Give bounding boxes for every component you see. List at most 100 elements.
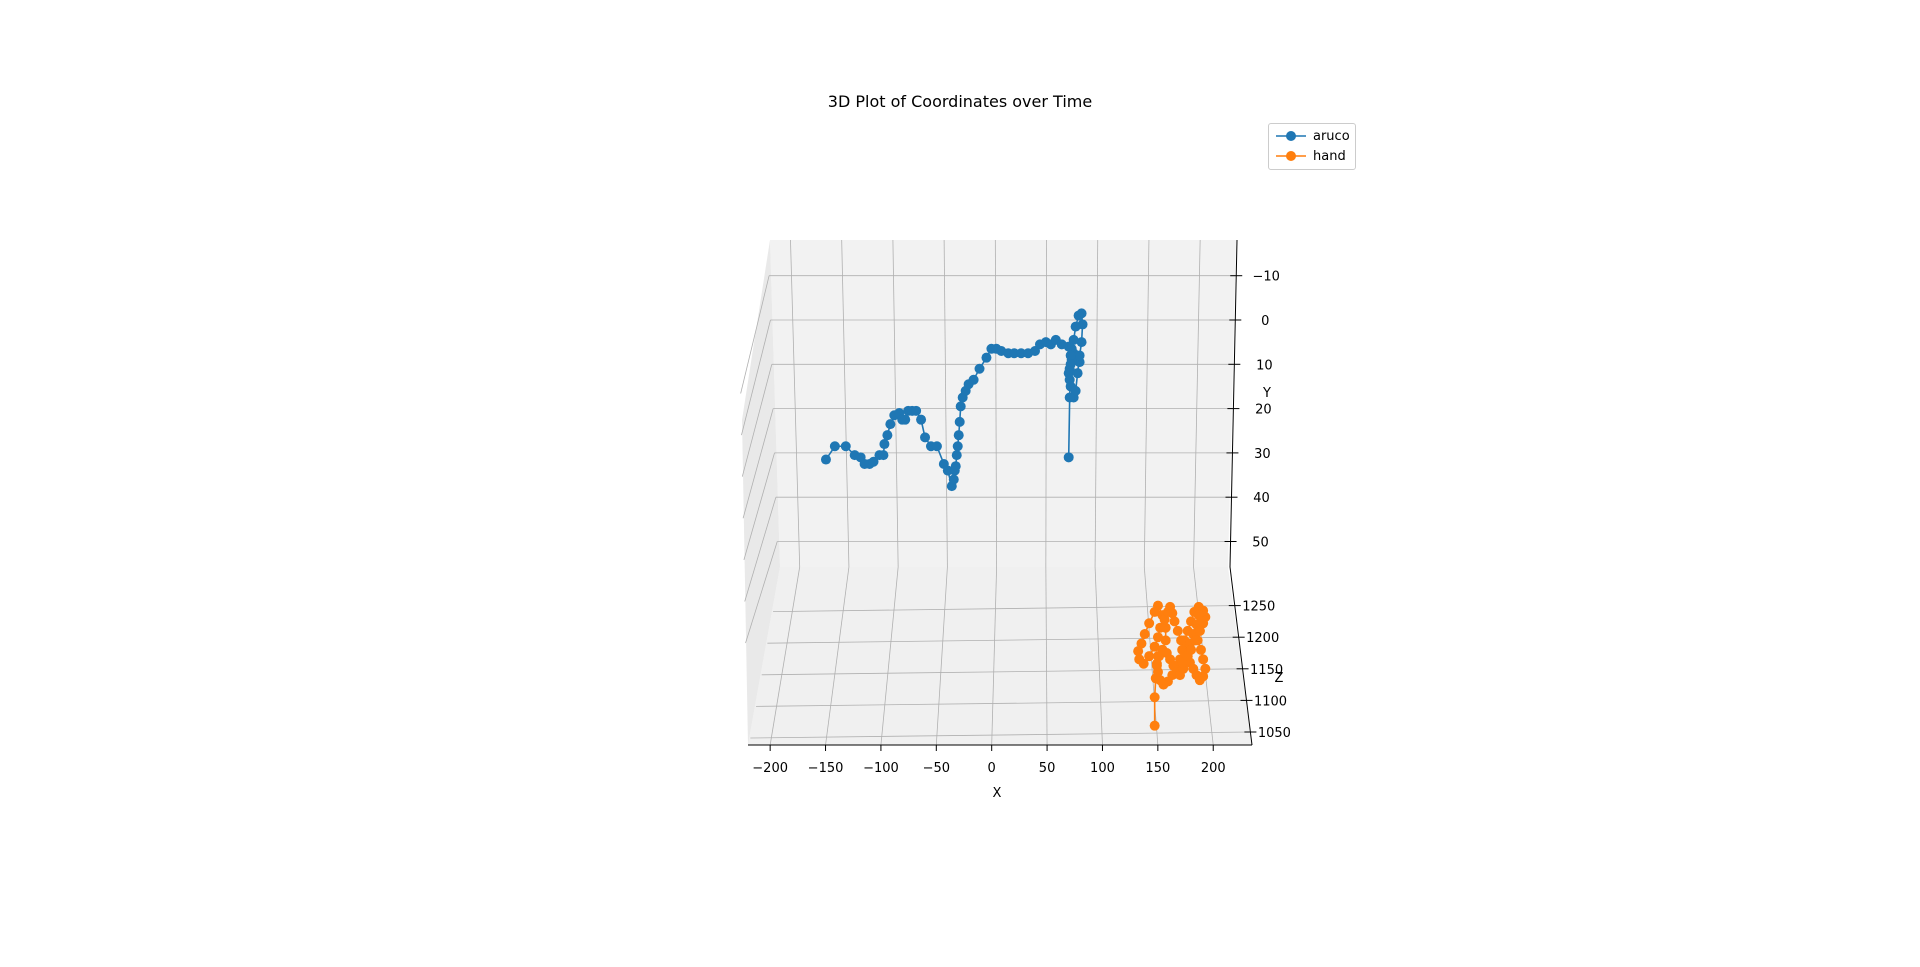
- legend-label-aruco: aruco: [1313, 129, 1350, 144]
- marker-hand-72: [1194, 625, 1205, 636]
- x-tick-label-8: 200: [1201, 761, 1226, 776]
- marker-aruco-76: [1065, 359, 1076, 370]
- x-tick-label-5: 50: [1039, 761, 1056, 776]
- marker-hand-19: [1152, 632, 1163, 643]
- marker-hand-13: [1136, 638, 1147, 649]
- x-tick-label-7: 150: [1145, 761, 1170, 776]
- marker-aruco-77: [1064, 392, 1075, 403]
- x-gridline-floor-4: [991, 566, 998, 746]
- x-gridline-floor-3: [935, 566, 948, 746]
- marker-hand-18: [1149, 641, 1160, 652]
- marker-aruco-10: [879, 439, 890, 450]
- z-gridline-4: [750, 731, 1251, 739]
- marker-aruco-33: [954, 416, 965, 427]
- z-gridline-3: [756, 700, 1246, 707]
- marker-hand-17: [1144, 651, 1155, 662]
- marker-aruco-19: [911, 405, 922, 416]
- x-gridline-wall-1: [841, 239, 850, 568]
- x-tick-label-3: −50: [923, 761, 950, 776]
- marker-aruco-71: [1073, 310, 1084, 321]
- floor-pane: [748, 567, 1252, 745]
- y-gridline-left-6: [745, 541, 778, 644]
- marker-hand-54: [1155, 675, 1166, 686]
- marker-aruco-39: [974, 363, 985, 374]
- x-axis-label: X: [993, 786, 1002, 801]
- y-tick-label-6: 50: [1252, 536, 1269, 551]
- marker-hand-0: [1149, 720, 1160, 731]
- marker-aruco-46: [1016, 348, 1027, 359]
- z-tick-label-1: 1200: [1246, 631, 1279, 646]
- marker-hand-21: [1159, 614, 1170, 625]
- marker-hand-20: [1155, 622, 1166, 633]
- marker-aruco-16: [900, 414, 911, 425]
- x-gridline-wall-7: [1143, 239, 1150, 568]
- marker-hand-12: [1139, 629, 1150, 640]
- x-tick-label-1: −150: [808, 761, 844, 776]
- legend: aruco hand: [1268, 123, 1356, 170]
- marker-aruco-66: [1072, 368, 1083, 379]
- y-tick-label-1: 0: [1261, 314, 1269, 329]
- marker-aruco-20: [916, 414, 927, 425]
- marker-aruco-0: [820, 454, 831, 465]
- x-gridline-wall-2: [892, 239, 899, 568]
- z-tick-label-0: 1250: [1242, 600, 1275, 615]
- legend-entry-aruco: aruco: [1269, 127, 1355, 147]
- x-gridline-wall-3: [943, 239, 948, 568]
- marker-hand-25: [1169, 616, 1180, 627]
- marker-hand-36: [1198, 654, 1209, 665]
- y-tick-label-5: 40: [1253, 491, 1270, 506]
- marker-aruco-67: [1074, 350, 1085, 361]
- marker-hand-73: [1190, 635, 1201, 646]
- marker-hand-26: [1172, 625, 1183, 636]
- legend-swatch-aruco: [1276, 131, 1306, 141]
- marker-aruco-72: [1070, 321, 1081, 332]
- marker-aruco-7: [868, 456, 879, 467]
- marker-hand-16: [1138, 658, 1149, 669]
- marker-aruco-11: [882, 430, 893, 441]
- z-axis-label: Z: [1275, 671, 1284, 686]
- series-layer: [820, 308, 1211, 731]
- x-gridline-floor-5: [1045, 566, 1048, 746]
- marker-aruco-34: [955, 401, 966, 412]
- marker-hand-76: [1177, 657, 1188, 668]
- y-gridline-left-4: [743, 452, 775, 560]
- legend-swatch-hand: [1276, 151, 1306, 161]
- marker-aruco-29: [950, 461, 961, 472]
- marker-aruco-23: [931, 441, 942, 452]
- marker-aruco-78: [1063, 452, 1074, 463]
- x-gridline-wall-5: [1045, 239, 1047, 568]
- marker-aruco-45: [1009, 348, 1020, 359]
- x-gridline-floor-0: [769, 566, 801, 746]
- x-gridline-floor-6: [1094, 566, 1103, 746]
- y-gridline-left-0: [740, 275, 770, 394]
- axes-panes: [742, 240, 1252, 745]
- x-gridline-wall-0: [790, 239, 801, 568]
- marker-hand-55: [1152, 666, 1163, 677]
- y-axis-label: Y: [1262, 386, 1271, 401]
- marker-hand-35: [1200, 663, 1211, 674]
- marker-hand-14: [1133, 646, 1144, 657]
- x-axis-ticks: −200 −150 −100 −50 0 50 100 150 200: [752, 745, 1226, 776]
- marker-aruco-40: [981, 352, 992, 363]
- marker-hand-6: [1160, 635, 1171, 646]
- marker-aruco-9: [878, 450, 889, 461]
- x-gridline-wall-4: [994, 239, 998, 568]
- left-pane: [742, 240, 780, 745]
- marker-aruco-38: [968, 374, 979, 385]
- marker-hand-71: [1197, 616, 1208, 627]
- marker-aruco-65: [1070, 385, 1081, 396]
- legend-entry-hand: hand: [1269, 147, 1355, 167]
- marker-aruco-21: [920, 432, 931, 443]
- marker-aruco-73: [1068, 334, 1079, 345]
- y-gridline-left-5: [744, 497, 777, 602]
- y-gridline-left-2: [741, 364, 773, 477]
- marker-aruco-68: [1076, 337, 1087, 348]
- chart-title: 3D Plot of Coordinates over Time: [827, 92, 1093, 111]
- marker-hand-37: [1195, 644, 1206, 655]
- x-tick-label-4: 0: [988, 761, 996, 776]
- marker-hand-10: [1149, 606, 1160, 617]
- z-tick-label-2: 1150: [1250, 663, 1283, 678]
- y-axis-line: [1229, 239, 1238, 568]
- x-gridline-floor-2: [880, 566, 899, 746]
